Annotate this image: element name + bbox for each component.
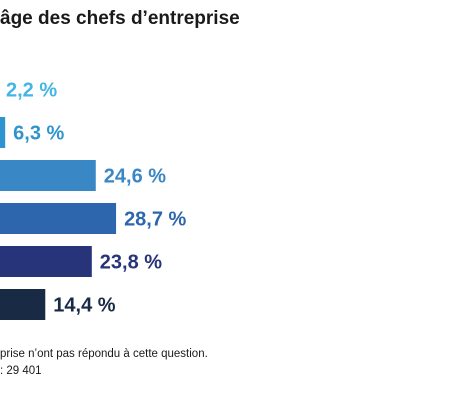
bar-3	[0, 160, 96, 191]
bar-6	[0, 289, 46, 320]
bar-chart: 2,2 % 6,3 % 24,6 % 28,7 % 23,8 % 14,4 %	[0, 80, 187, 320]
footnote-line-2: : 29 401	[0, 365, 42, 377]
bar-value-label-4: 28,7 %	[124, 209, 186, 231]
bar-4	[0, 203, 117, 234]
bar-value-label-1: 2,2 %	[6, 80, 57, 102]
chart-title: âge des chefs d’entreprise	[0, 8, 240, 29]
footnote: prise n’ont pas répondu à cette question…	[0, 346, 208, 380]
bar-value-label-5: 23,8 %	[100, 252, 162, 274]
bar-value-label-2: 6,3 %	[13, 123, 64, 145]
footnote-line-1: prise n’ont pas répondu à cette question…	[0, 348, 208, 360]
bar-value-label-3: 24,6 %	[104, 166, 166, 188]
bar-2	[0, 117, 6, 148]
bar-5	[0, 246, 92, 277]
bar-value-label-6: 14,4 %	[53, 295, 115, 317]
